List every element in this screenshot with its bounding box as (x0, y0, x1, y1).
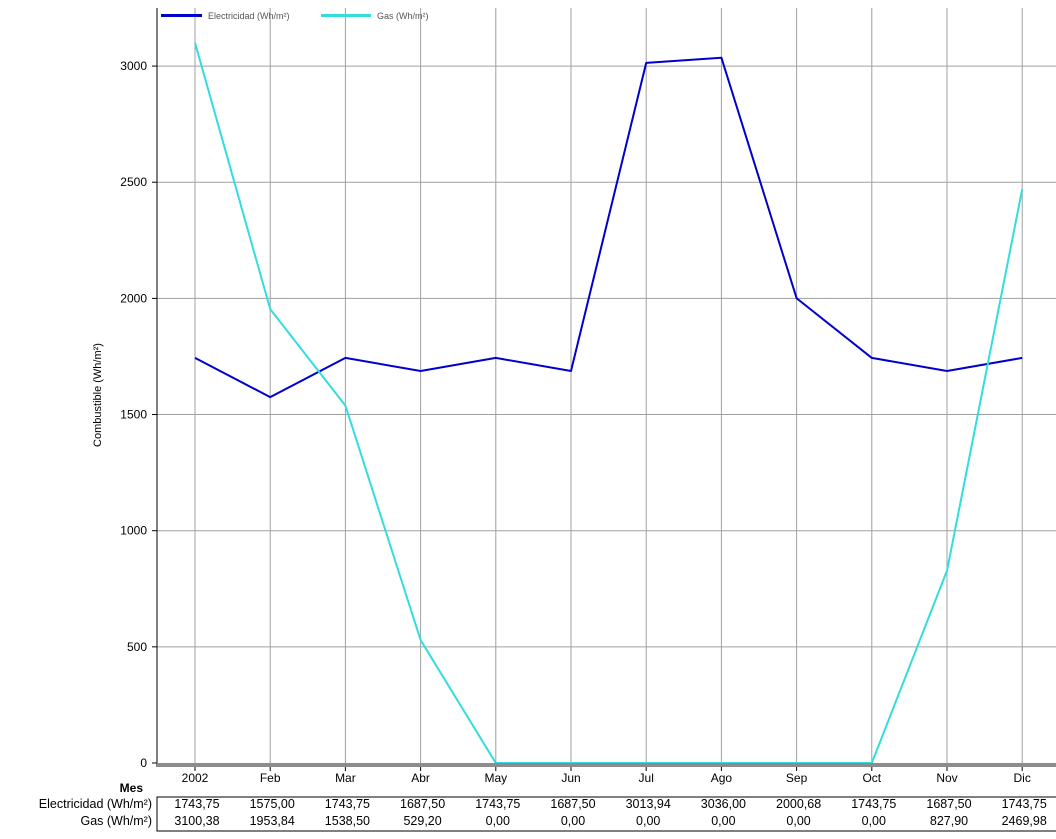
table-cell: 1743,75 (475, 797, 520, 811)
legend-swatch (161, 14, 202, 17)
x-tick-label: 2002 (182, 771, 209, 785)
y-axis-label: Combustible (Wh/m²) (92, 343, 104, 447)
x-tick-label: Dic (1014, 771, 1031, 785)
x-tick-label: Feb (260, 771, 281, 785)
table-cell: 2000,68 (776, 797, 821, 811)
y-tick-label: 1500 (120, 408, 147, 422)
legend-label: Electricidad (Wh/m²) (208, 11, 290, 21)
x-tick-label: Jun (561, 771, 580, 785)
series-lines (194, 42, 1024, 764)
series-line-gas (194, 42, 1024, 764)
y-tick-label: 500 (127, 640, 147, 654)
data-table: Electricidad (Wh/m²) 1743,75 1575,00 1743,7… (39, 796, 1056, 832)
x-tick-label: Mar (335, 771, 356, 785)
table-cell: 1575,00 (250, 797, 295, 811)
table-cell: 2469,98 (1002, 814, 1047, 828)
legend-label: Gas (Wh/m²) (377, 11, 429, 21)
table-cell: 529,20 (403, 814, 441, 828)
table-cell: 1743,75 (851, 797, 896, 811)
x-tick-label: Abr (411, 771, 430, 785)
table-cell: 0,00 (786, 814, 810, 828)
table-cell: 1538,50 (325, 814, 370, 828)
table-cell: 1687,50 (926, 797, 971, 811)
grid (157, 8, 1056, 763)
table-cell: 0,00 (711, 814, 735, 828)
x-tick-label: Nov (936, 771, 957, 785)
x-tick-label: May (484, 771, 507, 785)
x-axis (157, 763, 1056, 767)
table-cell: 3100,38 (174, 814, 219, 828)
table-cell: 1743,75 (1002, 797, 1047, 811)
table-cell: 1953,84 (250, 814, 295, 828)
y-tick-label: 1000 (120, 524, 147, 538)
legend: Electricidad (Wh/m²) Gas (Wh/m²) (161, 11, 429, 21)
table-cell: 1687,50 (400, 797, 445, 811)
table-cell: 1687,50 (550, 797, 595, 811)
y-tick-label: 0 (140, 756, 147, 770)
legend-swatch (321, 14, 371, 17)
x-tick-label: Jul (639, 771, 654, 785)
table-row-label: Gas (Wh/m²) (80, 814, 152, 828)
x-tick-label: Ago (711, 771, 733, 785)
x-tick-label: Oct (862, 771, 881, 785)
y-tick-label: 3000 (120, 59, 147, 73)
table-cell: 3013,94 (626, 797, 671, 811)
table-cell: 1743,75 (174, 797, 219, 811)
y-tick-label: 2000 (120, 291, 147, 305)
table-border (156, 796, 1056, 832)
table-cell: 0,00 (862, 814, 886, 828)
table-cell: 827,90 (930, 814, 968, 828)
table-cell: 0,00 (486, 814, 510, 828)
table-cell: 0,00 (561, 814, 585, 828)
axes: 0 500 1000 1500 2000 2500 3000 2002 Feb Mar Abr May… (120, 8, 1056, 785)
series-line-electricidad (194, 56, 1023, 399)
table-row-label: Electricidad (Wh/m²) (39, 797, 152, 811)
table-cell: 1743,75 (325, 797, 370, 811)
y-tick-label: 2500 (120, 175, 147, 189)
x-tick-label: Sep (786, 771, 808, 785)
x-axis-label: Mes (120, 781, 144, 795)
table-cell: 3036,00 (701, 797, 746, 811)
table-cell: 0,00 (636, 814, 660, 828)
